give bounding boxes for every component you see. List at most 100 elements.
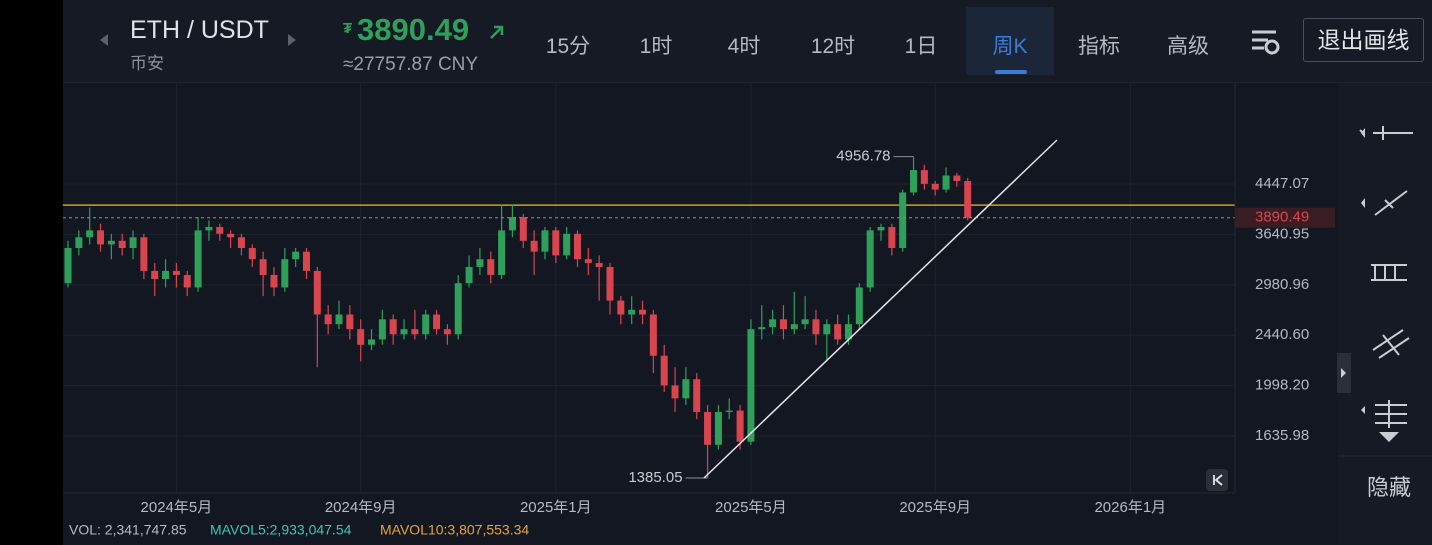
candle-body [573,233,581,260]
candle-body [151,270,159,280]
candle-body [129,237,137,249]
tool-icon[interactable] [1374,190,1408,216]
candle-body [866,230,874,288]
interval[interactable]: 周K [992,35,1028,58]
next-arrow[interactable] [285,32,299,48]
candle-body [508,217,516,231]
candle-body [86,230,94,238]
candle-body [357,329,365,345]
interval[interactable]: 12时 [810,35,856,58]
candle-body [487,259,495,275]
candle-body [368,339,376,345]
x-tick-label: 2026年1月 [1094,499,1166,516]
plot: 4447.07 3640.95 2980.96 2440.60 1998.20 1635.… [63,83,1335,516]
candle-body [194,230,202,288]
y-tick-label: 1635.98 [1255,427,1309,444]
last-price-tag [1235,207,1335,228]
prev-arrow[interactable] [97,32,111,48]
candle-body [606,266,614,301]
candle-body [313,270,321,315]
candle-body [628,309,636,315]
candle-body [899,192,907,249]
active-interval-bg [966,7,1054,75]
candle-body [476,259,484,267]
menu[interactable]: 指标 [1078,35,1120,58]
x-tick-label: 2025年9月 [899,499,971,516]
candle-body [443,329,451,335]
interval[interactable]: 4时 [727,35,761,58]
candle-body [378,319,386,340]
candle-body [671,385,679,399]
candle-body [118,240,126,249]
candle-body [530,240,538,252]
candle-body [693,379,701,412]
candle-body [714,411,722,445]
candle-body [790,324,798,330]
pair[interactable]: ETH / USDT [130,16,269,44]
candle-body [465,266,473,284]
y-tick-label: 3640.95 [1255,225,1309,242]
x-tick-label: 2025年5月 [715,499,787,516]
y-tick-label: 1998.20 [1255,377,1309,394]
interval[interactable]: 1时 [639,35,673,58]
candle-body [931,183,939,190]
last-price-label: 3890.49 [1255,209,1309,226]
candle-body [411,329,419,335]
candle-body [704,411,712,445]
sidebar [1338,83,1432,545]
candle-body [162,270,170,280]
y-tick-label: 2440.60 [1255,326,1309,343]
y-tick-label: 2980.96 [1255,276,1309,293]
settings-icon[interactable] [1250,28,1282,56]
candle-body [498,230,506,275]
candle-body [248,248,256,260]
candle-body [812,319,820,335]
candle-body [97,230,105,245]
candle-body [801,319,809,325]
candle-body [595,263,603,267]
candle-body [823,324,831,335]
candle-body [433,314,441,330]
candle-body [183,274,191,288]
interval[interactable]: 15分 [545,35,591,58]
candle-body [259,259,267,275]
expand-arrow[interactable] [1379,432,1399,442]
tool-icon[interactable] [1371,264,1407,281]
candle-body [584,259,592,264]
candle-body [172,270,180,275]
tool-icon[interactable] [1375,400,1407,428]
candle-body [107,240,115,245]
candle-body [75,237,83,249]
y-tick-label: 4447.07 [1255,175,1309,192]
candle-body [769,319,777,328]
candle-body [942,175,950,190]
last-price: 3890.49 [357,12,470,47]
chart: 4447.07 3640.95 2980.96 2440.60 1998.20 1635.… [63,83,1432,545]
exchange: 币安 [130,54,164,73]
interval[interactable]: 1日 [904,35,938,58]
tool-arrows [1361,128,1365,414]
candle-body [649,314,657,356]
exit-button[interactable]: 退出画线 [1303,18,1424,62]
menu[interactable]: 高级 [1167,35,1209,58]
mavol5-label: MAVOL5:2,933,047.54 [210,522,352,538]
candle-body [292,251,300,260]
volume-label: VOL: 2,341,747.85 [69,522,187,538]
candle-body [844,324,852,340]
candle-body [227,233,235,238]
candle-body [270,274,278,288]
trend-line [703,139,1058,479]
cny-price: ≈27757.87 CNY [343,54,479,75]
candle-body [541,230,549,252]
candle-body [617,300,625,315]
candle-body [346,314,354,330]
hide-button[interactable]: 隐藏 [1367,475,1411,500]
candle-body [855,287,863,325]
candle-body [725,410,733,412]
candle-body [140,237,148,271]
x-tick-label: 2024年5月 [141,499,213,516]
x-tick-label: 2025年1月 [520,499,592,516]
tool-icon[interactable] [1372,329,1410,359]
price-icon: ₮ [343,20,353,37]
